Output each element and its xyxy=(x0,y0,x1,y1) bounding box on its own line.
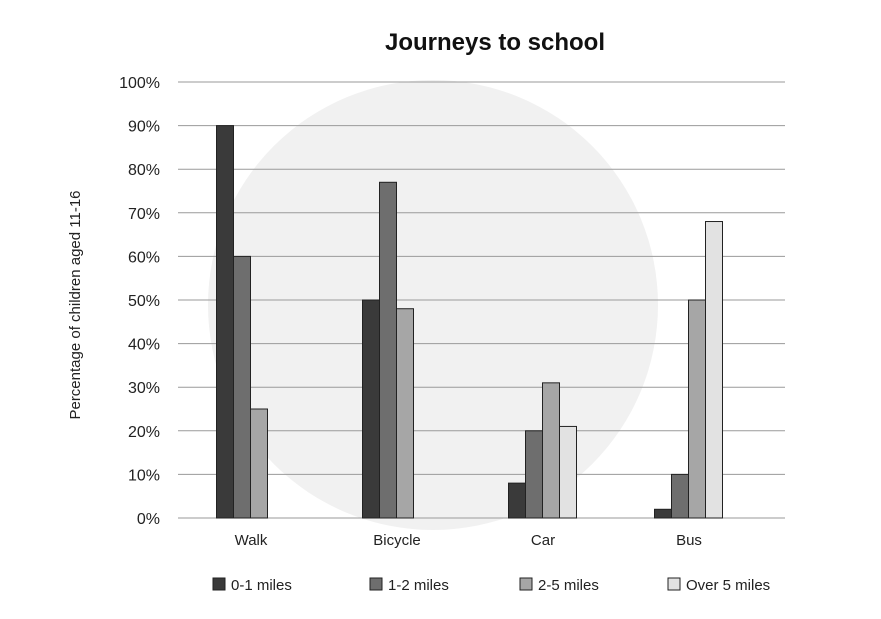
x-tick-label: Bus xyxy=(676,532,702,549)
legend-label: 1-2 miles xyxy=(388,577,449,594)
y-tick-label: 0% xyxy=(137,511,160,528)
legend-item: 0-1 miles xyxy=(212,577,292,594)
y-tick-label: 50% xyxy=(128,293,160,310)
legend-item: 1-2 miles xyxy=(369,577,449,594)
legend-label: 0-1 miles xyxy=(231,577,292,594)
y-tick-label: 60% xyxy=(128,249,160,266)
bar-bus-3 xyxy=(705,221,723,519)
bar-walk-1 xyxy=(233,255,251,519)
legend-item: Over 5 miles xyxy=(667,577,770,594)
chart-title: Journeys to school xyxy=(385,29,605,56)
bar-bus-2 xyxy=(688,299,706,519)
bar-car-1 xyxy=(525,430,543,519)
watermark-logo xyxy=(208,80,658,530)
y-tick-label: 40% xyxy=(128,337,160,354)
x-tick-label: Walk xyxy=(235,532,268,549)
y-tick-label: 90% xyxy=(128,119,160,136)
bar-car-3 xyxy=(559,425,577,519)
x-tick-label: Bicycle xyxy=(373,532,421,549)
y-tick-label: 20% xyxy=(128,424,160,441)
legend-swatch xyxy=(212,577,226,591)
legend-swatch xyxy=(369,577,383,591)
y-axis-label: Percentage of children aged 11-16 xyxy=(67,190,84,419)
y-tick-label: 100% xyxy=(119,75,160,92)
bar-bicycle-2 xyxy=(396,308,414,519)
bar-bus-1 xyxy=(671,473,689,519)
legend-swatch xyxy=(667,577,681,591)
bar-car-2 xyxy=(542,382,560,519)
bar-bicycle-1 xyxy=(379,181,397,519)
y-tick-label: 10% xyxy=(128,467,160,484)
y-tick-label: 70% xyxy=(128,206,160,223)
y-tick-label: 80% xyxy=(128,162,160,179)
legend-item: 2-5 miles xyxy=(519,577,599,594)
y-tick-label: 30% xyxy=(128,380,160,397)
bar-walk-0 xyxy=(216,125,234,519)
legend-swatch xyxy=(519,577,533,591)
bar-bicycle-0 xyxy=(362,299,380,519)
bar-bus-0 xyxy=(654,508,672,519)
bar-car-0 xyxy=(508,482,526,519)
bar-walk-extra xyxy=(250,408,268,519)
x-tick-label: Car xyxy=(531,532,555,549)
legend-label: Over 5 miles xyxy=(686,577,770,594)
legend-label: 2-5 miles xyxy=(538,577,599,594)
